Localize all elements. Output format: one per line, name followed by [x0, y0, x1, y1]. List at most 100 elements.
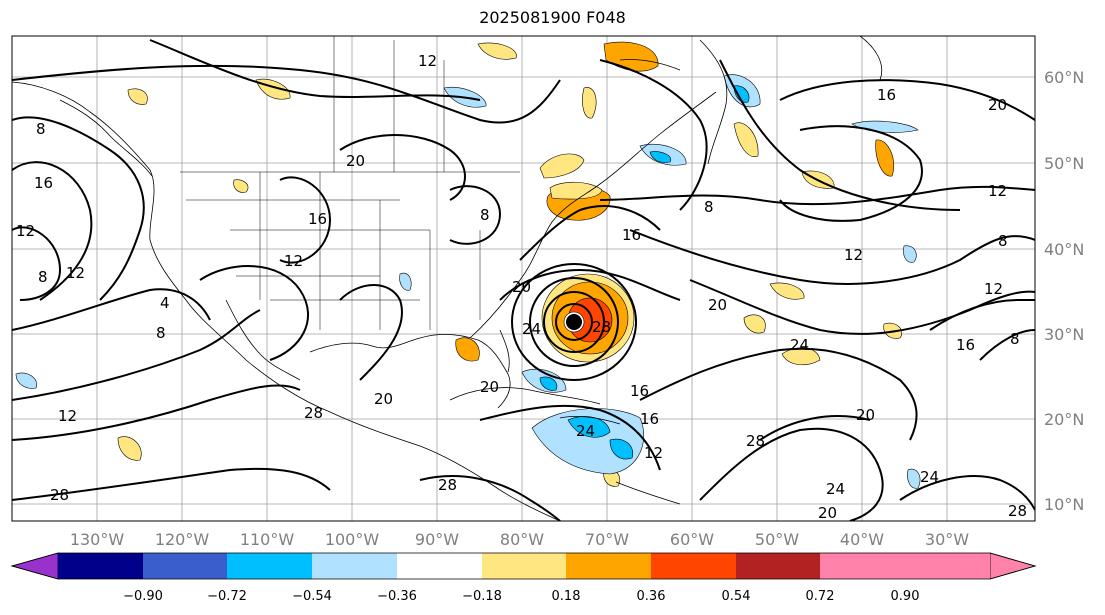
contour-label: 20	[346, 152, 365, 170]
latitude-label: 10°N	[1044, 495, 1084, 514]
contour-label: 12	[58, 407, 77, 425]
longitude-label: 110°W	[240, 530, 295, 549]
latitude-labels: 60°N 50°N 40°N 30°N 20°N 10°N	[1044, 68, 1084, 514]
colorbar-tick-label: −0.54	[292, 589, 332, 604]
contour-label: 28	[438, 476, 457, 494]
colorbar-tick-label: 0.54	[722, 589, 751, 604]
contour-label: 20	[512, 278, 531, 296]
latitude-label: 60°N	[1044, 68, 1084, 87]
colorbar: −0.90 −0.72 −0.54 −0.36 −0.18 0.18 0.36 …	[10, 552, 1037, 604]
contour-label: 8	[1010, 330, 1020, 348]
contour-label: 8	[156, 324, 166, 342]
latitude-label: 30°N	[1044, 325, 1084, 344]
contour-label: 16	[877, 86, 896, 104]
shade-patch	[399, 272, 412, 291]
latitude-label: 20°N	[1044, 410, 1084, 429]
shade-patch	[903, 245, 917, 263]
colorbar-segment	[736, 553, 820, 579]
shade-patch	[649, 151, 672, 163]
shade-patch	[743, 314, 766, 334]
shade-patch	[769, 282, 805, 300]
contour-label: 16	[640, 410, 659, 428]
longitude-label: 50°W	[755, 530, 799, 549]
contour-label: 16	[630, 382, 649, 400]
colorbar-segment	[566, 553, 651, 579]
colorbar-segment	[143, 553, 227, 579]
shade-patch	[117, 436, 142, 461]
contour-label: 16	[308, 210, 327, 228]
longitude-label: 60°W	[670, 530, 714, 549]
contour-label: 8	[704, 198, 714, 216]
hurricane-center	[566, 314, 582, 330]
colorbar-segment	[312, 553, 397, 579]
colorbar-tick-label: −0.18	[462, 589, 502, 604]
contour-label: 4	[160, 294, 170, 312]
longitude-label: 130°W	[70, 530, 125, 549]
shade-patch	[549, 181, 603, 200]
contour-label: 8	[998, 232, 1008, 250]
shade-patch	[531, 408, 644, 475]
shade-patch	[539, 153, 585, 179]
contour-label: 8	[38, 268, 48, 286]
colorbar-arrow-left	[10, 552, 59, 580]
contour-label: 20	[988, 96, 1007, 114]
contour-label: 12	[644, 444, 663, 462]
contour-label: 20	[374, 390, 393, 408]
state-borders	[180, 36, 520, 330]
shade-patch	[907, 468, 921, 489]
contour-label: 20	[818, 504, 837, 522]
contour-labels: 16 20 12 8 16 12 12 8 4 8 12 20 16 12 8 …	[16, 52, 1027, 522]
colorbar-segment	[482, 553, 566, 579]
colorbar-segment	[227, 553, 312, 579]
colorbar-tick-label: −0.36	[377, 589, 417, 604]
contour-label: 16	[34, 174, 53, 192]
shade-patch	[609, 438, 634, 460]
shade-patch	[233, 179, 249, 193]
colorbar-tick-label: 0.72	[806, 589, 835, 604]
longitude-labels: 130°W 120°W 110°W 100°W 90°W 80°W 70°W 6…	[70, 530, 969, 549]
colorbar-segment	[58, 553, 143, 579]
contour-label: 24	[826, 480, 845, 498]
contour-label: 12	[844, 246, 863, 264]
shade-patch	[455, 337, 480, 362]
contour-label: 28	[592, 318, 611, 336]
contour-label: 16	[956, 336, 975, 354]
shade-patch	[127, 88, 148, 105]
colorbar-tick-label: −0.90	[123, 589, 163, 604]
shade-patch	[733, 85, 750, 103]
contour-label: 12	[16, 222, 35, 240]
contour-label: 28	[1008, 502, 1027, 520]
colorbar-tick-label: 0.18	[552, 589, 581, 604]
longitude-label: 120°W	[155, 530, 210, 549]
longitude-label: 90°W	[415, 530, 459, 549]
contour-label: 20	[480, 378, 499, 396]
shade-patch	[15, 372, 37, 389]
contour-label: 12	[284, 252, 303, 270]
longitude-label: 80°W	[500, 530, 544, 549]
latitude-label: 40°N	[1044, 240, 1084, 259]
contour-label: 28	[304, 404, 323, 422]
contour-label: 24	[920, 468, 939, 486]
contour-label: 24	[522, 320, 541, 338]
contour-label: 12	[984, 280, 1003, 298]
contour-label: 12	[418, 52, 437, 70]
contour-label: 12	[66, 264, 85, 282]
colorbar-tick-label: −0.72	[207, 589, 247, 604]
colorbar-segment	[820, 553, 905, 579]
longitude-label: 100°W	[325, 530, 380, 549]
contour-label: 16	[622, 226, 641, 244]
contour-label: 20	[708, 296, 727, 314]
colorbar-segment	[397, 553, 482, 579]
colorbar-outline	[10, 552, 1037, 580]
latitude-label: 50°N	[1044, 154, 1084, 173]
map-title: 2025081900 F048	[479, 8, 626, 27]
longitude-label: 40°W	[840, 530, 884, 549]
contour-label: 28	[50, 486, 69, 504]
contour-label: 28	[746, 432, 765, 450]
contour-label: 8	[36, 120, 46, 138]
shade-patch	[875, 139, 895, 177]
contour-label: 12	[988, 182, 1007, 200]
contour-label: 8	[480, 206, 490, 224]
shade-patch	[733, 122, 759, 157]
